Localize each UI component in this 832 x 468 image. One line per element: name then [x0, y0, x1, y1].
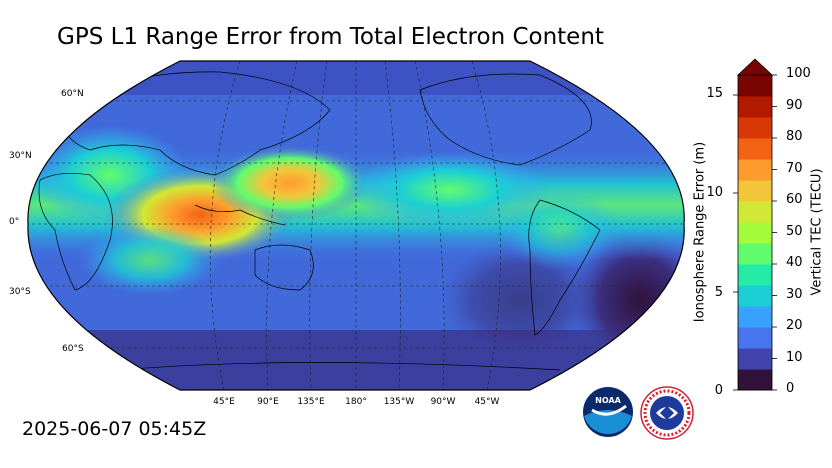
colorbar-band — [738, 96, 772, 118]
tec-tick-100: 100 — [786, 66, 811, 81]
range-error-axis-label: Ionosphere Range Error (m) — [692, 141, 708, 323]
tec-tick-70: 70 — [786, 160, 803, 176]
colorbar-extend-arrow — [736, 58, 774, 76]
coastlines — [38, 71, 601, 371]
lon-label-135w: 135°W — [383, 397, 415, 407]
tec-tick-80: 80 — [786, 129, 803, 144]
tec-tick-90: 90 — [786, 97, 803, 113]
svg-text:NOAA: NOAA — [595, 396, 621, 405]
nws-logo — [640, 386, 694, 440]
colorbar-band — [738, 264, 772, 286]
tec-tick-10: 10 — [786, 349, 803, 365]
timestamp: 2025-06-07 05:45Z — [22, 418, 207, 440]
colorbar-band — [738, 369, 772, 391]
tec-tick-40: 40 — [786, 255, 803, 270]
colorbar-band — [738, 159, 772, 181]
lat-label-60n: 60°N — [61, 89, 84, 99]
colorbar-band — [738, 243, 772, 265]
globe-outline — [27, 60, 685, 391]
chart-title: GPS L1 Range Error from Total Electron C… — [57, 24, 604, 50]
lon-label-90w: 90°W — [430, 397, 456, 407]
colorbar-band — [738, 222, 772, 244]
colorbar-bands — [738, 75, 772, 391]
lat-label-30n: 30°N — [9, 151, 32, 161]
colorbar-band — [738, 75, 772, 97]
range-tick-0: 0 — [714, 383, 723, 398]
colorbar-band — [738, 327, 772, 349]
colorbar-band — [738, 285, 772, 307]
lon-label-180: 180° — [345, 397, 367, 407]
tec-tick-30: 30 — [786, 286, 803, 302]
colorbar-band — [738, 117, 772, 139]
range-tick-5: 5 — [714, 285, 723, 300]
lat-label-0: 0° — [9, 217, 20, 227]
colorbar-band — [738, 201, 772, 223]
lon-label-90e: 90°E — [257, 397, 279, 407]
lon-label-135e: 135°E — [297, 397, 325, 407]
tec-axis-label: Vertical TEC (TECU) — [809, 168, 825, 296]
colorbar-band — [738, 306, 772, 328]
tec-tick-20: 20 — [786, 318, 803, 333]
lat-label-60s: 60°S — [62, 344, 84, 354]
noaa-logo: NOAA — [583, 387, 633, 437]
graticule — [27, 61, 685, 390]
range-tick-10: 10 — [706, 185, 723, 200]
colorbar-band — [738, 180, 772, 202]
tec-tick-50: 50 — [786, 223, 803, 239]
colorbar — [733, 58, 777, 391]
lat-label-30s: 30°S — [9, 287, 31, 297]
tec-tick-60: 60 — [786, 192, 803, 207]
lon-label-45w: 45°W — [474, 397, 500, 407]
colorbar-band — [738, 348, 772, 370]
range-tick-15: 15 — [706, 86, 723, 101]
colorbar-band — [738, 138, 772, 160]
lon-label-45e: 45°E — [213, 397, 235, 407]
tec-tick-0: 0 — [786, 381, 795, 396]
